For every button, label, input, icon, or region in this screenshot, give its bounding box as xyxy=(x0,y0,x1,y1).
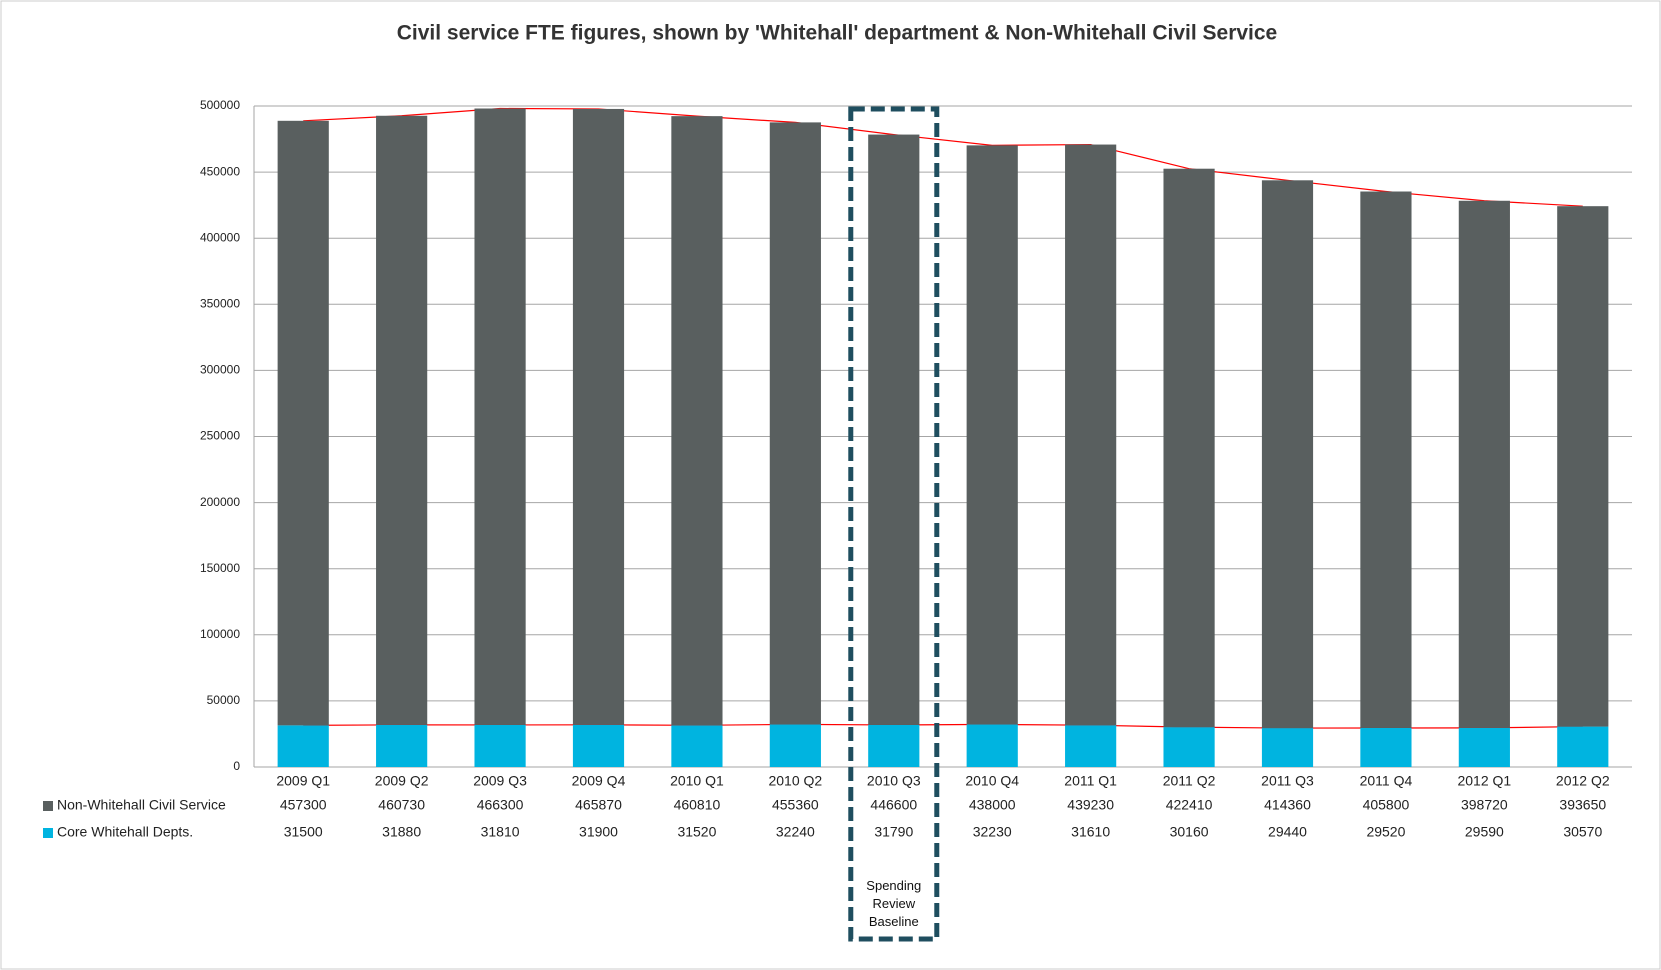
x-tick-label: 2011 Q3 xyxy=(1261,773,1314,789)
table-value: 29520 xyxy=(1366,824,1405,840)
x-tick-label: 2010 Q1 xyxy=(670,773,724,789)
bar-segment xyxy=(1458,200,1510,728)
y-tick-label: 450000 xyxy=(200,164,240,178)
table-value: 439230 xyxy=(1067,797,1114,813)
table-value: 405800 xyxy=(1363,797,1410,813)
legend-label: Core Whitehall Depts. xyxy=(57,824,193,840)
legend-swatch xyxy=(43,828,53,838)
annotation-box xyxy=(848,106,940,942)
bar-segment xyxy=(966,145,1018,725)
table-value: 31500 xyxy=(284,824,323,840)
table-value: 393650 xyxy=(1559,797,1606,813)
table-value: 398720 xyxy=(1461,797,1508,813)
table-value: 460730 xyxy=(378,797,425,813)
y-tick-label: 300000 xyxy=(200,363,240,377)
bar-segment xyxy=(474,724,526,767)
table-value: 31900 xyxy=(579,824,618,840)
table-value: 31810 xyxy=(481,824,520,840)
bar-segment xyxy=(1360,191,1412,728)
bar-segment xyxy=(1065,144,1117,726)
table-value: 422410 xyxy=(1166,797,1213,813)
y-tick-label: 100000 xyxy=(200,627,240,641)
table-value: 414360 xyxy=(1264,797,1311,813)
bar-segment xyxy=(1163,727,1215,767)
x-tick-label: 2011 Q2 xyxy=(1163,773,1216,789)
bar-segment xyxy=(1261,180,1314,729)
table-value: 446600 xyxy=(870,797,917,813)
y-tick-label: 250000 xyxy=(200,429,240,443)
x-tick-label: 2012 Q2 xyxy=(1556,773,1610,789)
table-value: 30160 xyxy=(1170,824,1209,840)
legend-swatch xyxy=(43,801,53,811)
bar-segment xyxy=(1458,727,1510,767)
table-value: 30570 xyxy=(1563,824,1602,840)
bar-segment xyxy=(572,724,625,767)
bar-segment xyxy=(1360,727,1412,767)
bar-segment xyxy=(671,116,723,726)
table-value: 438000 xyxy=(969,797,1016,813)
x-tick-label: 2010 Q4 xyxy=(965,773,1019,789)
bar-segment xyxy=(966,724,1018,767)
bar-segment xyxy=(769,122,821,725)
y-tick-label: 150000 xyxy=(200,561,240,575)
bar-segment xyxy=(671,725,723,767)
bar-segment xyxy=(376,724,428,767)
x-tick-label: 2010 Q3 xyxy=(867,773,921,789)
bar-segment xyxy=(1557,206,1609,727)
chart-title: Civil service FTE figures, shown by 'Whi… xyxy=(397,22,1278,45)
table-value: 31790 xyxy=(874,824,913,840)
bar-segment xyxy=(474,108,526,725)
bar-segment xyxy=(277,725,329,767)
x-tick-label: 2011 Q1 xyxy=(1064,773,1117,789)
table-value: 31520 xyxy=(677,824,716,840)
table-value: 466300 xyxy=(477,797,524,813)
y-tick-label: 500000 xyxy=(200,98,240,112)
x-tick-label: 2009 Q2 xyxy=(375,773,429,789)
table-value: 29440 xyxy=(1268,824,1307,840)
table-value: 465870 xyxy=(575,797,622,813)
y-tick-label: 350000 xyxy=(200,296,240,310)
bar-segment xyxy=(1163,168,1215,728)
bar-segment xyxy=(1261,728,1314,767)
bar-segment xyxy=(868,134,920,725)
x-tick-label: 2011 Q4 xyxy=(1360,773,1413,789)
table-value: 460810 xyxy=(674,797,721,813)
bar-segment xyxy=(1557,726,1609,767)
table-value: 31610 xyxy=(1071,824,1110,840)
table-value: 32240 xyxy=(776,824,815,840)
y-tick-label: 200000 xyxy=(200,495,240,509)
y-tick-label: 400000 xyxy=(200,230,240,244)
legend-label: Non-Whitehall Civil Service xyxy=(57,797,226,813)
x-tick-label: 2009 Q3 xyxy=(473,773,527,789)
table-value: 32230 xyxy=(973,824,1012,840)
y-tick-label: 0 xyxy=(233,759,240,773)
x-tick-label: 2009 Q1 xyxy=(276,773,330,789)
bar-segment xyxy=(1065,725,1117,767)
y-tick-label: 50000 xyxy=(207,693,241,707)
table-value: 31880 xyxy=(382,824,421,840)
bar-segment xyxy=(769,724,821,767)
table-value: 455360 xyxy=(772,797,819,813)
bar-segment xyxy=(572,108,625,725)
table-value: 29590 xyxy=(1465,824,1504,840)
x-tick-label: 2010 Q2 xyxy=(768,773,822,789)
table-value: 457300 xyxy=(280,797,327,813)
bar-segment xyxy=(277,120,329,726)
annotation: Spending Review Baseline xyxy=(866,878,922,929)
x-tick-label: 2009 Q4 xyxy=(572,773,626,789)
bar-segment xyxy=(376,115,428,725)
bar-segment xyxy=(868,724,920,767)
x-tick-label: 2012 Q1 xyxy=(1457,773,1511,789)
